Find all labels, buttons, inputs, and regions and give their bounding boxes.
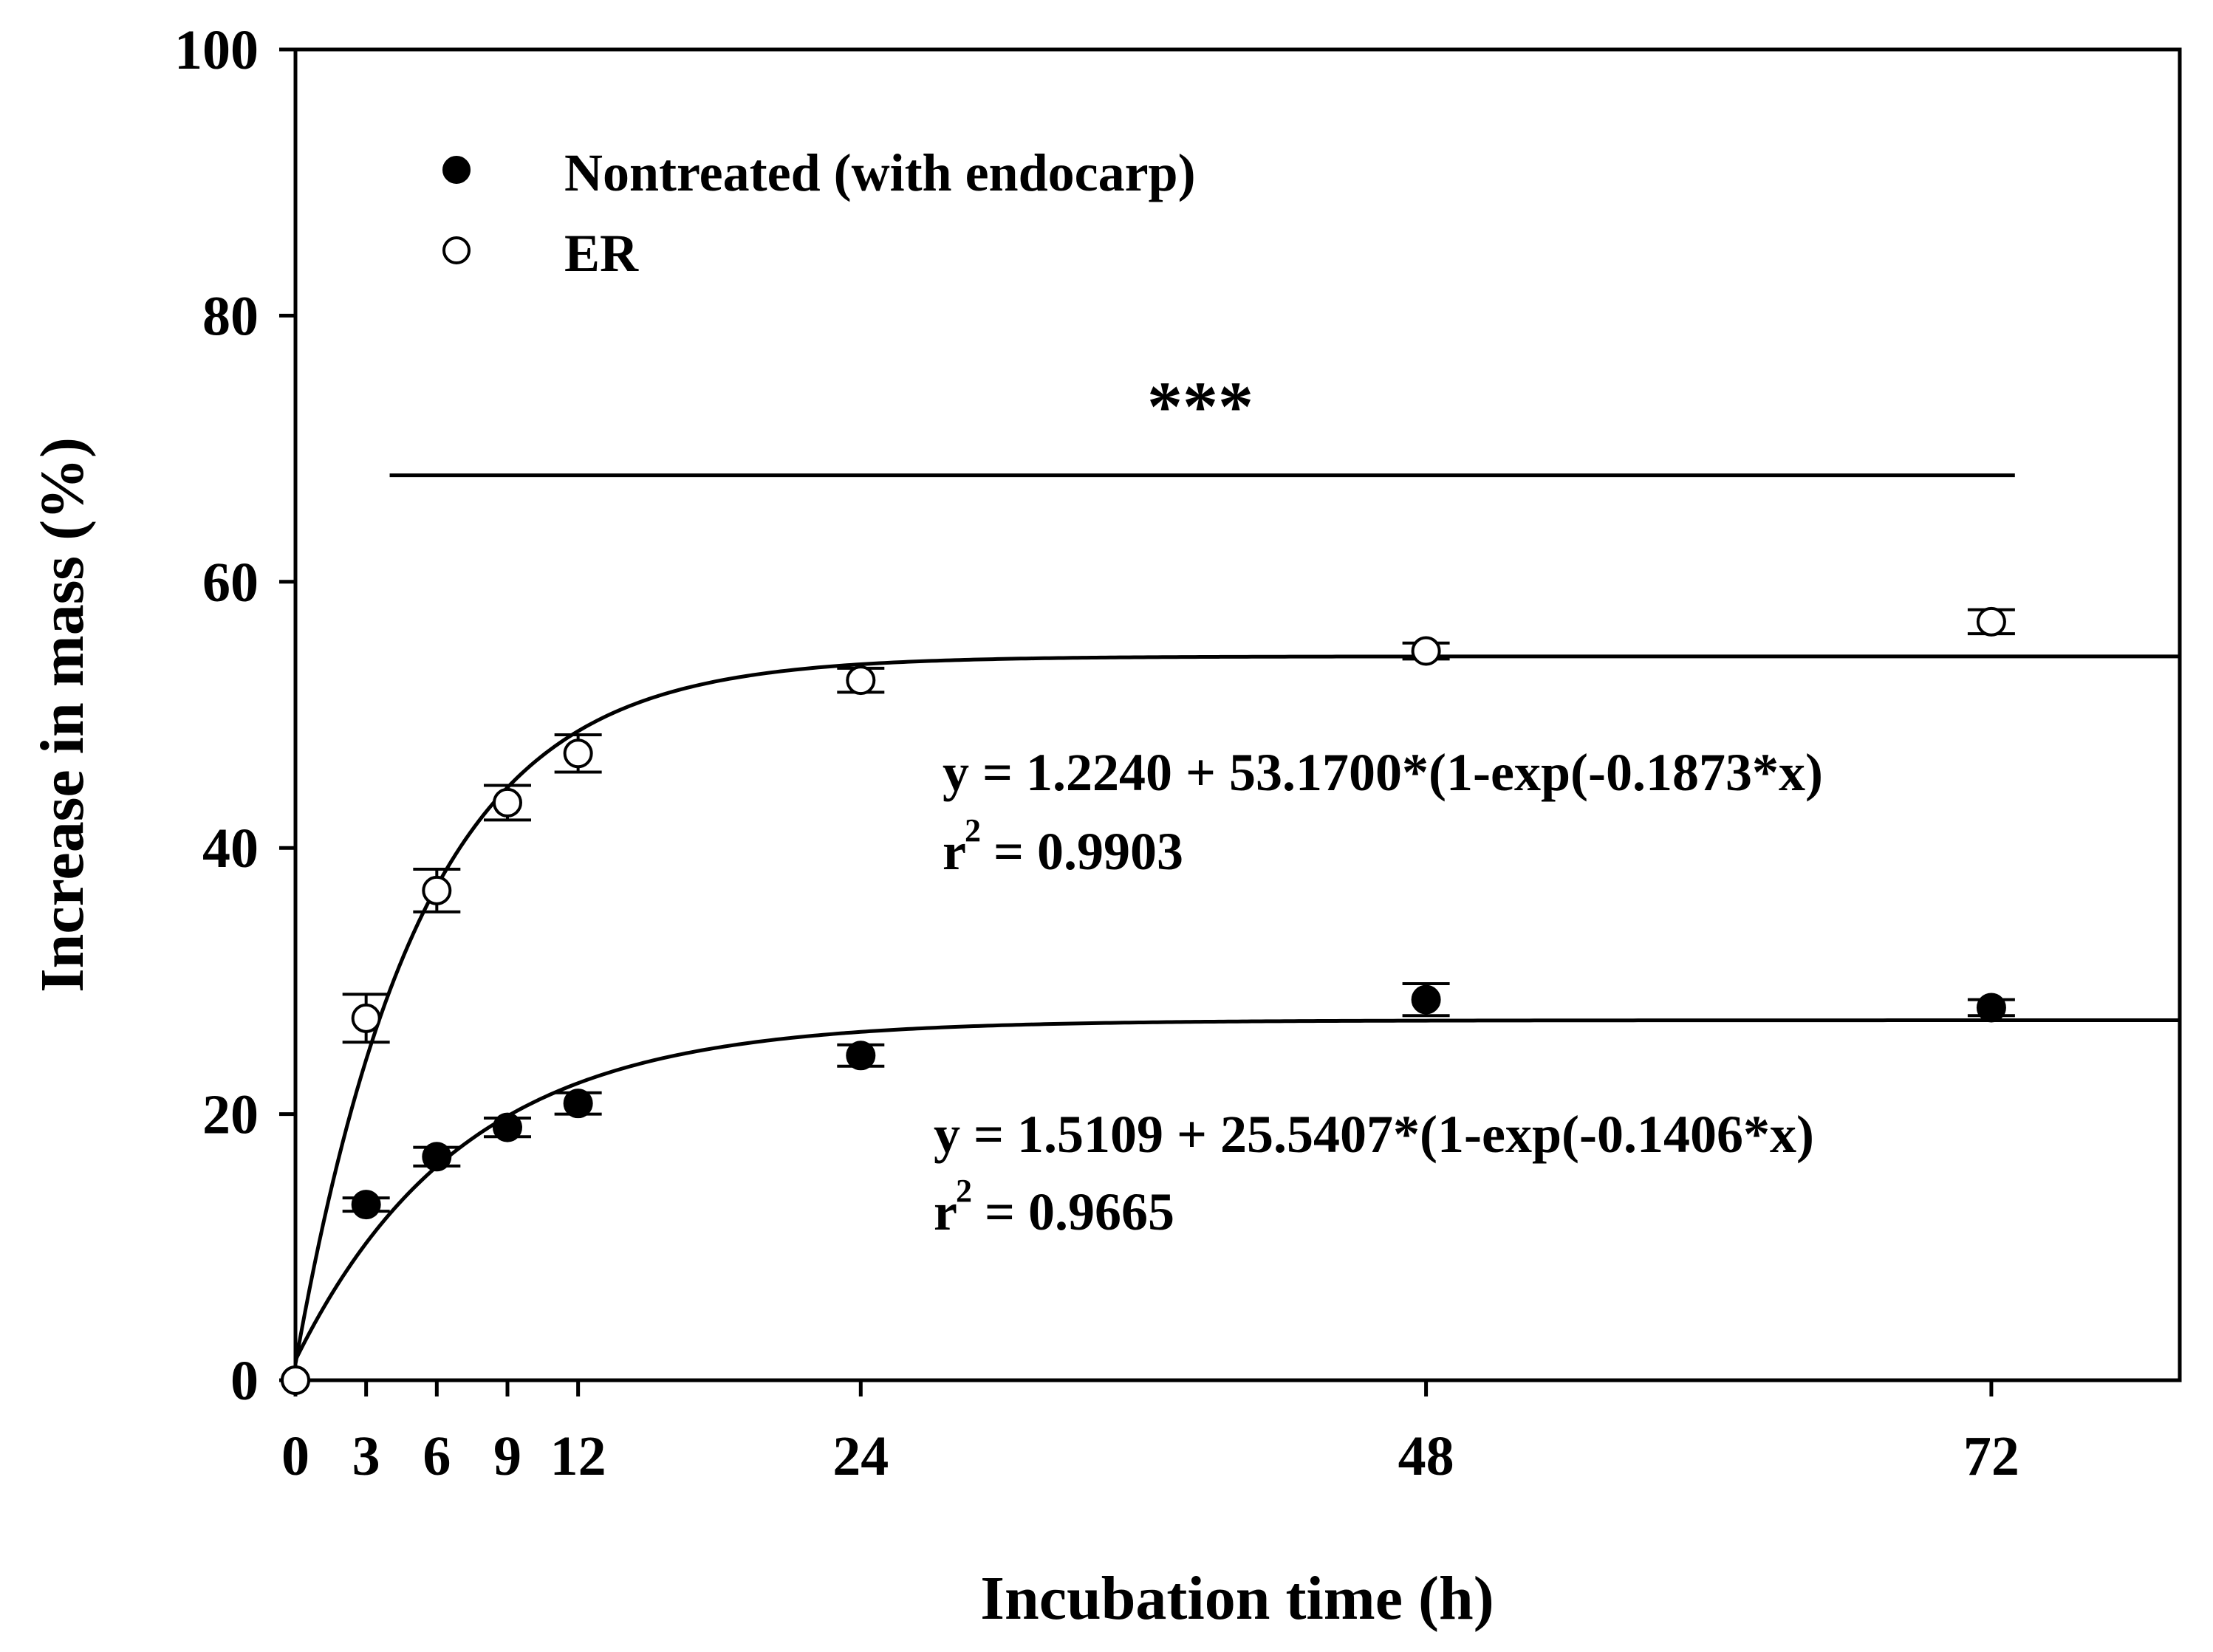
data-point-nontreated	[563, 1089, 593, 1119]
y-tick-label: 60	[202, 552, 259, 614]
x-axis-ticks: 0 3 6 9 12 24 48 72	[281, 1380, 2019, 1487]
r-squared-nontreated: r 2 = 0.9665	[934, 1173, 1174, 1241]
x-tick-label: 12	[550, 1425, 606, 1487]
y-tick-label: 0	[230, 1350, 259, 1412]
y-tick-label: 40	[202, 818, 259, 880]
x-tick-label: 24	[832, 1425, 889, 1487]
data-point-er	[492, 787, 522, 818]
equation-nontreated: y = 1.5109 + 25.5407*(1-exp(-0.1406*x)	[934, 1105, 1814, 1164]
data-point-er	[351, 1003, 381, 1033]
data-point-er	[846, 665, 876, 696]
data-point-er	[281, 1365, 310, 1395]
significance-stars: ***	[1147, 367, 1253, 446]
legend: Nontreated (with endocarp) ER	[442, 143, 1196, 283]
r-squared-er: r 2 = 0.9903	[943, 812, 1183, 881]
legend-label-er: ER	[564, 224, 639, 283]
y-axis-title: Increase in mass (%)	[28, 437, 97, 993]
y-axis-ticks: 0 20 40 60 80 100	[174, 19, 295, 1412]
x-tick-label: 48	[1398, 1425, 1454, 1487]
data-point-er	[563, 738, 593, 769]
data-point-er	[422, 875, 452, 905]
data-point-nontreated	[351, 1190, 381, 1220]
r-squared-value-nt: = 0.9665	[985, 1182, 1174, 1241]
y-tick-label: 20	[202, 1084, 259, 1146]
y-tick-label: 80	[202, 285, 259, 347]
data-point-nontreated	[1976, 993, 2006, 1023]
fit-curves	[293, 654, 2180, 1365]
legend-marker-nontreated	[442, 156, 471, 184]
r-symbol-nt: r	[934, 1182, 957, 1241]
x-tick-label: 3	[352, 1425, 380, 1487]
y-tick-label: 100	[174, 19, 259, 81]
x-tick-label: 0	[281, 1425, 309, 1487]
x-axis-title: Incubation time (h)	[980, 1564, 1494, 1633]
data-point-er	[1411, 636, 1441, 666]
x-tick-label: 72	[1963, 1425, 2019, 1487]
r-exponent-er: 2	[965, 812, 981, 849]
data-point-nontreated	[846, 1041, 876, 1071]
equation-er: y = 1.2240 + 53.1700*(1-exp(-0.1873*x)	[943, 743, 1823, 802]
legend-label-nontreated: Nontreated (with endocarp)	[564, 143, 1196, 202]
x-tick-label: 9	[493, 1425, 521, 1487]
r-symbol-er: r	[943, 822, 966, 881]
r-exponent-nt: 2	[956, 1173, 972, 1209]
data-point-er	[1976, 606, 2006, 637]
r-squared-value-er: = 0.9903	[993, 822, 1183, 881]
legend-marker-er	[442, 236, 471, 264]
fit-curve-er	[293, 654, 2180, 1365]
data-point-nontreated	[1411, 984, 1441, 1015]
plot-frame	[293, 47, 2182, 1382]
data-point-nontreated	[492, 1112, 522, 1142]
fit-curve-nontreated	[293, 1018, 2180, 1361]
data-points	[281, 606, 2015, 1395]
data-point-nontreated	[422, 1142, 452, 1172]
x-tick-label: 6	[423, 1425, 451, 1487]
